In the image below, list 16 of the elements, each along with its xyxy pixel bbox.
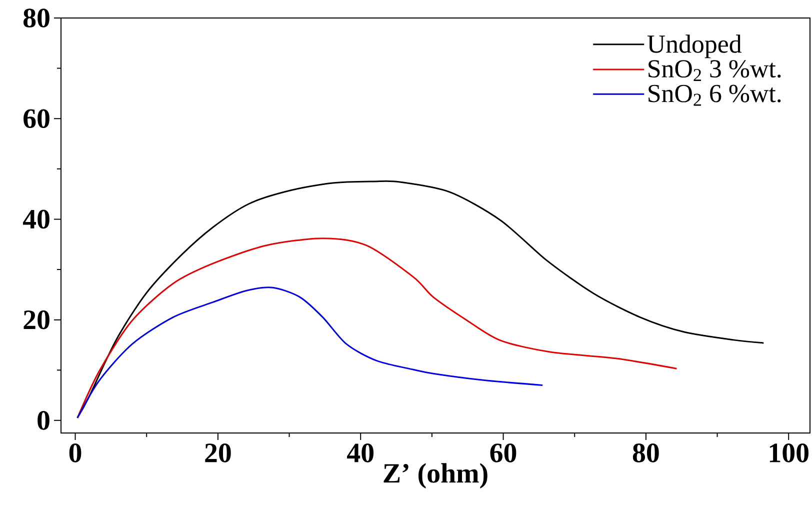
y-tick-label: 40 — [22, 210, 50, 229]
legend-label: Undoped — [647, 34, 742, 58]
y-tick-label: 0 — [38, 411, 50, 430]
x-tick-label: 60 — [490, 444, 516, 462]
x-tick-label: 20 — [205, 444, 231, 462]
x-tick-label: 0 — [69, 444, 82, 462]
y-tick-label: 60 — [24, 109, 50, 128]
legend-label: SnO$_{2}$ 6 %wt. — [648, 84, 781, 106]
x-axis-title: Z’ (ohm) — [384, 463, 488, 488]
line-series — [76, 286, 544, 419]
x-tick-label: 100 — [770, 444, 808, 462]
x-tick-label: 80 — [632, 444, 659, 462]
y-tick-label: 80 — [24, 8, 50, 28]
legend-label: SnO$_{2}$ 3 %wt. — [648, 60, 781, 82]
x-tick-label: 40 — [347, 444, 374, 462]
y-tick-label: 20 — [24, 310, 50, 330]
